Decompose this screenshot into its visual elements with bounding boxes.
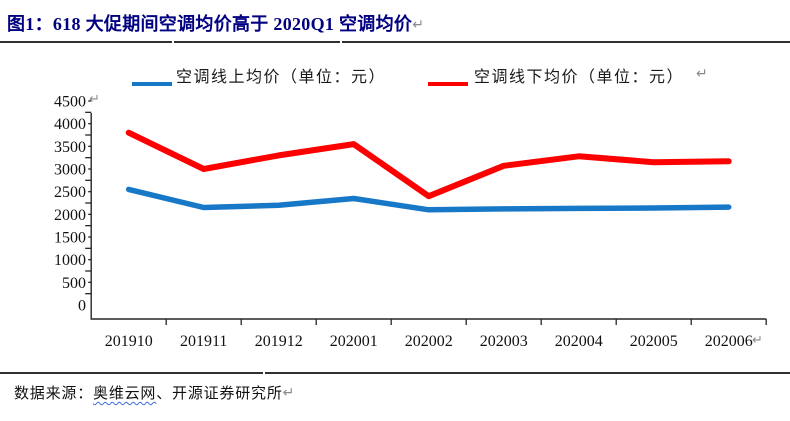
x-tick-label: 202002 (405, 333, 453, 350)
x-tick-label: 202006 (705, 333, 753, 350)
title-divider (0, 41, 790, 43)
return-mark-icon: ↵ (89, 91, 100, 106)
divider-notch (263, 372, 265, 374)
y-tick-label: 3000 (54, 162, 86, 179)
divider-notch (172, 41, 174, 43)
legend-offline-label: 空调线下均价（单位：元） (474, 69, 685, 86)
y-tick-label: 4500 (54, 94, 86, 111)
y-tick-label: 2000 (54, 207, 86, 224)
legend-online-line-swatch (132, 82, 172, 86)
footer-divider (0, 372, 790, 374)
data-source: 数据来源：奥维云网、开源证券研究所↵ (14, 382, 295, 403)
y-tick-label: 3500 (54, 139, 86, 156)
series-line-1 (125, 129, 732, 200)
figure-title: 图1：618 大促期间空调均价高于 2020Q1 空调均价↵ (7, 10, 424, 36)
x-tick-label: 201911 (180, 333, 227, 350)
axis-line (90, 113, 767, 320)
y-tick-label: 4000 (54, 116, 86, 133)
series-line-0 (125, 186, 732, 213)
x-tick-label: 202005 (630, 333, 678, 350)
x-tick-label: 202004 (555, 333, 603, 350)
x-tick-label: 202003 (480, 333, 528, 350)
x-tick-label: 201910 (105, 333, 153, 350)
figure-title-text: 图1：618 大促期间空调均价高于 2020Q1 空调均价 (7, 14, 413, 34)
return-mark-icon: ↵ (412, 18, 425, 33)
return-mark-icon: ↵ (282, 386, 296, 401)
return-mark-icon: ↵ (752, 332, 763, 347)
x-tick-label: 202001 (330, 333, 378, 350)
x-tick-label: 201912 (255, 333, 303, 350)
data-source-rest: 、开源证券研究所 (156, 386, 283, 402)
legend-offline-line-swatch (428, 82, 468, 86)
data-source-name: 奥维云网 (93, 386, 157, 402)
y-tick-label: 2500 (54, 184, 86, 201)
y-tick-label: 1500 (54, 230, 86, 247)
divider-notch (340, 41, 342, 43)
legend-online-label: 空调线上均价（单位：元） (176, 69, 387, 86)
return-mark-icon: ↵ (696, 67, 708, 82)
y-tick-label: 1000 (54, 252, 86, 269)
y-tick-label: 500 (62, 275, 86, 292)
data-source-prefix: 数据来源： (14, 386, 94, 402)
y-tick-label: 0 (78, 298, 86, 315)
